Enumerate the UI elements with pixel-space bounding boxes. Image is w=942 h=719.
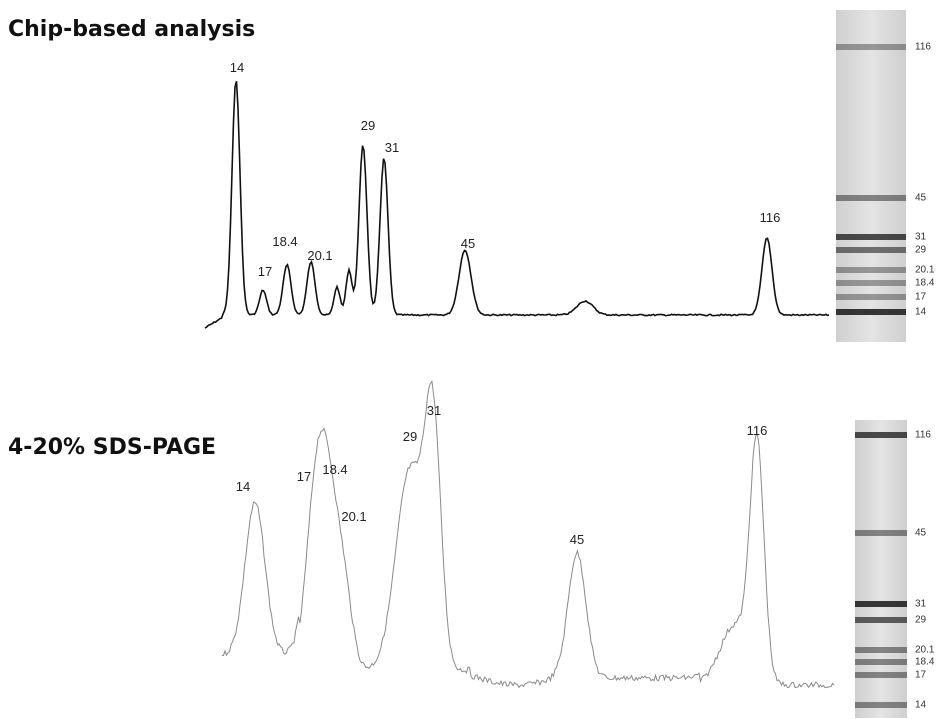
ladder-label: 17 <box>915 292 927 303</box>
ladder-label: 18.4 <box>915 657 935 668</box>
peak-label: 14 <box>230 60 244 75</box>
peak-label: 18.4 <box>272 234 297 249</box>
figure: Chip-based analysis 4-20% SDS-PAGE 14171… <box>0 0 942 719</box>
ladder-label: 45 <box>915 528 927 539</box>
gel-band <box>855 702 907 708</box>
gel-band <box>855 432 907 438</box>
ladder-label: 29 <box>915 245 927 256</box>
ladder-label: 17 <box>915 670 927 681</box>
peak-label: 45 <box>570 532 584 547</box>
gel-band <box>855 530 907 536</box>
ladder-label: 45 <box>915 193 927 204</box>
ladder-label: 18.4 <box>915 278 935 289</box>
peak-label: 14 <box>236 479 250 494</box>
gel-band <box>855 647 907 653</box>
peak-label: 31 <box>385 140 399 155</box>
gel-band <box>836 247 906 253</box>
peak-label: 29 <box>403 429 417 444</box>
ladder-label: 14 <box>915 700 927 711</box>
ladder-label: 31 <box>915 599 927 610</box>
gel-band <box>855 601 907 607</box>
gel-band <box>836 294 906 300</box>
panel-title: 4-20% SDS-PAGE <box>8 435 216 460</box>
peak-label: 20.1 <box>307 248 332 263</box>
ladder-label: 31 <box>915 232 927 243</box>
trace <box>222 382 834 688</box>
peak-label: 31 <box>427 403 441 418</box>
panel-title: Chip-based analysis <box>8 17 255 42</box>
gel-band <box>855 672 907 678</box>
gel-lane <box>836 10 906 342</box>
trace <box>205 81 829 328</box>
ladder-label: 20.1 <box>915 265 935 276</box>
gel-band <box>836 234 906 240</box>
ladder-label: 14 <box>915 307 927 318</box>
peak-label: 20.1 <box>341 509 366 524</box>
gel-band <box>855 617 907 623</box>
gel-band <box>855 659 907 665</box>
ladder-label: 20.1 <box>915 645 935 656</box>
ladder-label: 29 <box>915 615 927 626</box>
peak-label: 17 <box>258 264 272 279</box>
peak-label: 17 <box>297 469 311 484</box>
gel-band <box>836 195 906 201</box>
peak-label: 116 <box>747 423 768 438</box>
ladder-label: 116 <box>915 42 931 53</box>
gel-band <box>836 280 906 286</box>
ladder-label: 116 <box>915 430 931 441</box>
peak-label: 29 <box>361 118 375 133</box>
gel-band <box>836 309 906 315</box>
peak-label: 45 <box>461 236 475 251</box>
gel-band <box>836 44 906 50</box>
peak-label: 18.4 <box>322 462 347 477</box>
gel-band <box>836 267 906 273</box>
peak-label: 116 <box>760 210 781 225</box>
